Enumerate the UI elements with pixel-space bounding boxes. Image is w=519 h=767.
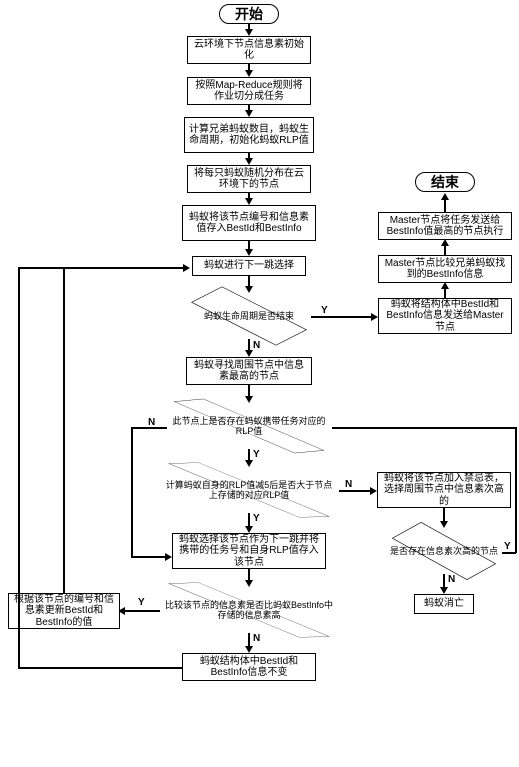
edge — [131, 427, 133, 557]
label: 蚂蚁将结构体中BestId和BestInfo信息发送给Master节点 — [383, 299, 507, 334]
arrow — [371, 313, 378, 321]
label-y: Y — [504, 541, 511, 552]
label-n: N — [253, 340, 260, 351]
arrow — [183, 264, 190, 272]
edge — [63, 267, 65, 593]
arrow — [245, 286, 253, 293]
end-label: 结束 — [431, 174, 459, 190]
label-n: N — [448, 574, 455, 585]
edge — [18, 267, 20, 668]
step-select: 蚂蚁选择该节点作为下一跳并将携带的任务号和自身RLP值存入该节点 — [172, 533, 326, 569]
label: 蚂蚁选择该节点作为下一跳并将携带的任务号和自身RLP值存入该节点 — [177, 534, 321, 569]
end-terminator: 结束 — [415, 172, 475, 192]
decision-secondhigh: 是否存在信息素次高的节点 — [385, 528, 503, 574]
edge — [444, 288, 446, 298]
arrow — [245, 396, 253, 403]
arrow — [245, 350, 253, 357]
label-y: Y — [253, 513, 260, 524]
start-label: 开始 — [235, 6, 263, 22]
arrow — [441, 193, 449, 200]
label: 蚂蚁结构体中BestId和BestInfo信息不变 — [187, 656, 311, 679]
edge — [18, 667, 183, 669]
arrow — [245, 526, 253, 533]
edge — [502, 552, 516, 554]
edge — [515, 427, 517, 553]
label: 比较该节点的信息素是否比蚂蚁BestInfo中存储的信息素高 — [162, 600, 336, 621]
label: 蚂蚁将该节点编号和信息素值存入BestId和BestInfo — [187, 212, 311, 235]
step-storebest: 蚂蚁将该节点编号和信息素值存入BestId和BestInfo — [182, 205, 316, 241]
label-y: Y — [321, 305, 328, 316]
step-nexthop: 蚂蚁进行下一跳选择 — [192, 256, 306, 276]
decision-lifecycle: 蚂蚁生命周期是否结束 — [186, 293, 312, 339]
step-distribute: 将每只蚂蚁随机分布在云环境下的节点 — [187, 165, 311, 193]
edge — [131, 427, 167, 429]
edge — [311, 316, 374, 318]
decision-rlpcompare: 计算蚂蚁自身的RLP值减5后是否大于节点上存储的对应RLP值 — [158, 467, 340, 513]
label: 按照Map-Reduce规则将作业切分成任务 — [192, 80, 306, 103]
edge — [444, 245, 446, 255]
step-unchanged: 蚂蚁结构体中BestId和BestInfo信息不变 — [182, 653, 316, 681]
step-antdie: 蚂蚁消亡 — [414, 594, 474, 614]
step-tabu: 蚂蚁将该节点加入禁忌表，选择周围节点中信息素次高的 — [377, 472, 511, 508]
label: 蚂蚁寻找周围节点中信息素最高的节点 — [191, 360, 307, 383]
edge — [131, 556, 168, 558]
arrow — [245, 460, 253, 467]
label-y: Y — [253, 449, 260, 460]
label: 计算蚂蚁自身的RLP值减5后是否大于节点上存储的对应RLP值 — [162, 480, 336, 501]
label: 根据该节点的编号和信息素更新BestId和BestInfo的值 — [13, 594, 115, 629]
edge — [332, 427, 516, 429]
arrow — [245, 580, 253, 587]
step-antinit: 计算兄弟蚂蚁数目，蚂蚁生命周期，初始化蚂蚁RLP值 — [184, 117, 314, 153]
arrow — [245, 158, 253, 165]
arrow — [245, 110, 253, 117]
label: 蚂蚁进行下一跳选择 — [204, 260, 294, 272]
edge — [63, 267, 186, 269]
label: Master节点将任务发送给BestInfo值最高的节点执行 — [383, 215, 507, 238]
arrow — [165, 553, 172, 561]
arrow — [441, 239, 449, 246]
label: Master节点比较兄弟蚂蚁找到的BestInfo信息 — [383, 258, 507, 281]
arrow — [370, 487, 377, 495]
label: 云环境下节点信息素初始化 — [192, 39, 306, 62]
label: 将每只蚂蚁随机分布在云环境下的节点 — [192, 168, 306, 191]
label: 计算兄弟蚂蚁数目，蚂蚁生命周期，初始化蚂蚁RLP值 — [189, 124, 309, 147]
step-init: 云环境下节点信息素初始化 — [187, 36, 311, 64]
step-dispatch: Master节点将任务发送给BestInfo值最高的节点执行 — [378, 212, 512, 240]
step-sendmaster: 蚂蚁将结构体中BestId和BestInfo信息发送给Master节点 — [378, 298, 512, 334]
label-n: N — [253, 633, 260, 644]
arrow — [245, 249, 253, 256]
arrow — [245, 646, 253, 653]
label: 蚂蚁将该节点加入禁忌表，选择周围节点中信息素次高的 — [382, 473, 506, 508]
arrow — [245, 198, 253, 205]
step-findhigh: 蚂蚁寻找周围节点中信息素最高的节点 — [186, 357, 312, 385]
edge — [18, 267, 64, 269]
edge — [124, 610, 160, 612]
arrow — [440, 521, 448, 528]
label: 此节点上是否存在蚂蚁携带任务对应的RLP值 — [168, 416, 330, 437]
step-mastercompare: Master节点比较兄弟蚂蚁找到的BestInfo信息 — [378, 255, 512, 283]
label: 蚂蚁生命周期是否结束 — [204, 311, 294, 321]
label-y: Y — [138, 597, 145, 608]
label-n: N — [345, 479, 352, 490]
label: 蚂蚁消亡 — [424, 598, 464, 610]
edge — [339, 490, 373, 492]
arrow — [441, 282, 449, 289]
decision-rlpexists: 此节点上是否存在蚂蚁携带任务对应的RLP值 — [164, 403, 334, 449]
start-terminator: 开始 — [219, 4, 279, 24]
arrow — [440, 587, 448, 594]
edge — [444, 199, 446, 212]
arrow — [245, 29, 253, 36]
arrow — [245, 70, 253, 77]
label: 是否存在信息素次高的节点 — [390, 546, 498, 556]
step-updatebest: 根据该节点的编号和信息素更新BestId和BestInfo的值 — [8, 593, 120, 629]
step-mapreduce: 按照Map-Reduce规则将作业切分成任务 — [187, 77, 311, 105]
decision-infocompare: 比较该节点的信息素是否比蚂蚁BestInfo中存储的信息素高 — [158, 587, 340, 633]
